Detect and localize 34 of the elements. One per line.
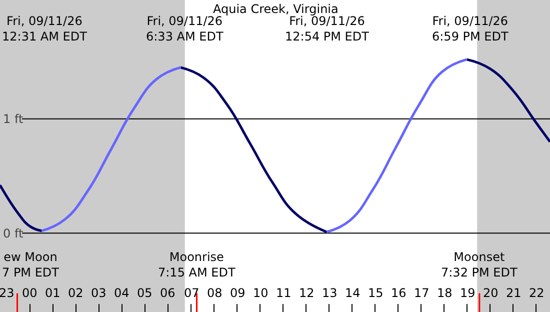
x-tick-label: 03 [91, 286, 106, 300]
x-tick-label: 06 [160, 286, 176, 300]
x-tick-label: 07 [184, 286, 200, 300]
x-tick-label: 02 [68, 286, 84, 300]
x-tick-label: 23 [0, 286, 14, 300]
x-tick-label: 04 [114, 286, 130, 300]
ref-line-label: Moonrise 7:15 AM EDT [158, 250, 236, 280]
x-tick-label: 13 [322, 286, 338, 300]
x-tick-label: 21 [506, 286, 522, 300]
x-tick-label: 00 [22, 286, 38, 300]
x-tick-label: 19 [460, 286, 476, 300]
ref-line-label: ew Moon 7 PM EDT [2, 250, 60, 280]
x-tick-label: 16 [391, 286, 406, 300]
x-tick-label: 18 [437, 286, 452, 300]
x-tick-label: 15 [368, 286, 384, 300]
ref-line-label: Moonset 7:32 PM EDT [441, 250, 518, 280]
x-tick-label: 14 [345, 286, 360, 300]
x-tick-label: 10 [253, 286, 268, 300]
x-tick-label: 22 [529, 286, 544, 300]
x-tick-label: 05 [137, 286, 152, 300]
x-tick-label: 09 [230, 286, 246, 300]
annotation: Fri, 09/11/26 12:31 AM EDT [2, 14, 88, 44]
annotation: Fri, 09/11/26 12:54 PM EDT [285, 14, 370, 44]
y-tick-label: 1 ft [3, 112, 24, 126]
x-tick-label: 20 [483, 286, 498, 300]
y-tick-label: 0 ft [3, 226, 24, 240]
x-tick-label: 08 [207, 286, 222, 300]
annotation: Fri, 09/11/26 6:33 AM EDT [146, 14, 224, 44]
x-tick-label: 11 [276, 286, 292, 300]
x-tick-label: 17 [414, 286, 430, 300]
annotation: Fri, 09/11/26 6:59 PM EDT [432, 14, 509, 44]
chart-title: Aquia Creek, Virginia [213, 2, 338, 16]
x-tick-label: 01 [45, 286, 60, 300]
x-tick-label: 12 [299, 286, 314, 300]
